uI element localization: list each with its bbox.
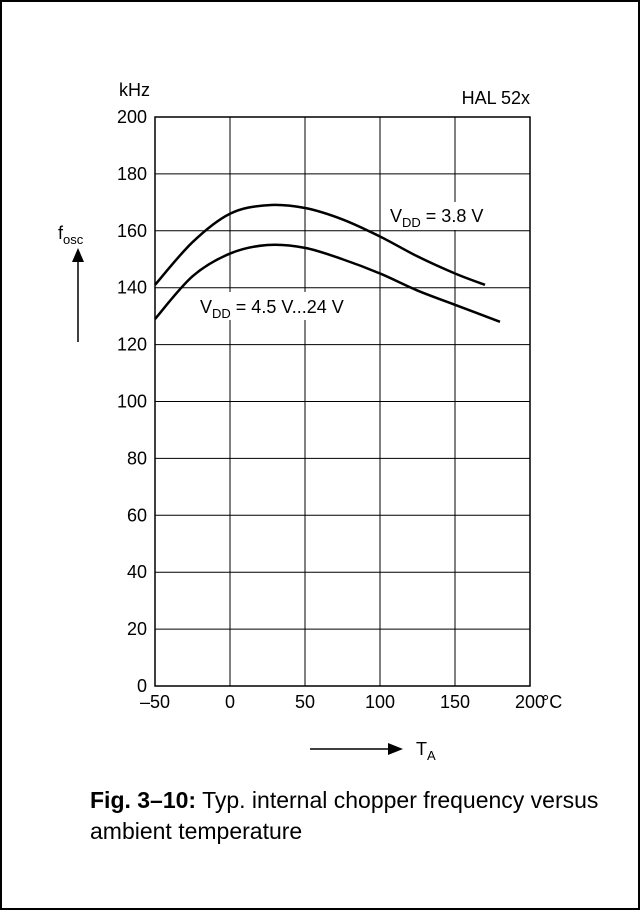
- x-tick-label: 150: [440, 692, 470, 712]
- y-unit-label: kHz: [119, 80, 150, 100]
- chart-title: HAL 52x: [462, 88, 530, 108]
- series-label-bg: [385, 202, 523, 230]
- caption-figure-number: Fig. 3–10:: [90, 787, 197, 813]
- x-axis-arrow-head: [388, 743, 403, 755]
- series-label-2: VDD = 4.5 V...24 V: [200, 297, 344, 321]
- y-tick-label: 200: [117, 107, 147, 127]
- y-tick-label: 100: [117, 392, 147, 412]
- caption-text: Typ. internal chopper frequency versus a…: [90, 787, 599, 844]
- series-label-1: VDD = 3.8 V: [390, 206, 483, 230]
- x-tick-label: 100: [365, 692, 395, 712]
- x-tick-label: –50: [140, 692, 170, 712]
- x-tick-label: 200: [515, 692, 545, 712]
- y-tick-label: 120: [117, 335, 147, 355]
- y-axis-label: fosc: [58, 223, 84, 247]
- x-unit-label: °C: [542, 692, 562, 712]
- y-tick-label: 20: [127, 619, 147, 639]
- y-tick-label: 0: [137, 676, 147, 696]
- y-tick-label: 140: [117, 278, 147, 298]
- plot-border: [154, 116, 531, 687]
- y-tick-label: 60: [127, 505, 147, 525]
- y-tick-label: 40: [127, 562, 147, 582]
- x-tick-label: 50: [295, 692, 315, 712]
- y-tick-label: 160: [117, 221, 147, 241]
- y-tick-label: 180: [117, 164, 147, 184]
- x-tick-label: 0: [225, 692, 235, 712]
- series-line-2: [154, 243, 501, 324]
- y-axis-arrow-head: [72, 248, 84, 262]
- figure-caption: Fig. 3–10: Typ. internal chopper frequen…: [90, 785, 620, 847]
- series-label-bg: [196, 292, 371, 320]
- series-line-1: [154, 203, 486, 287]
- y-tick-label: 80: [127, 448, 147, 468]
- x-axis-label: TA: [416, 739, 436, 763]
